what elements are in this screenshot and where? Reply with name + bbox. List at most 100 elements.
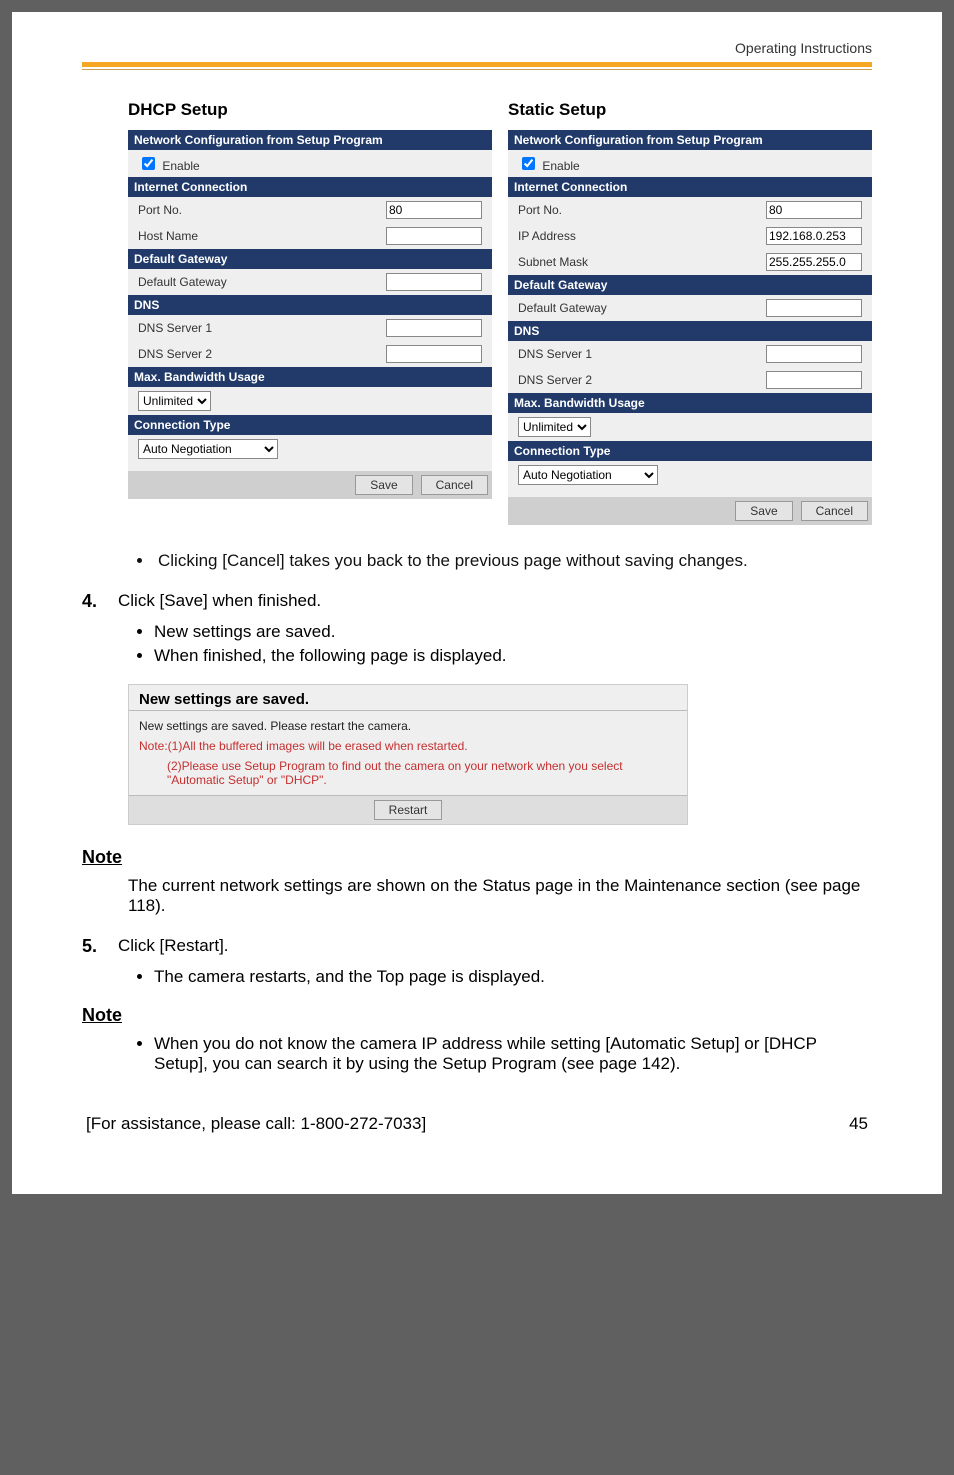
static-panel: Static Setup Network Configuration from … — [508, 100, 872, 525]
dhcp-gateway-row: Default Gateway — [128, 269, 492, 295]
dhcp-portno-input[interactable] — [386, 201, 482, 219]
footer-page: 45 — [849, 1114, 868, 1134]
dhcp-bw-row: Unlimited — [128, 387, 492, 415]
static-enable-row: Enable — [508, 150, 872, 177]
dhcp-bar-conn: Connection Type — [128, 415, 492, 435]
saved-title: New settings are saved. — [129, 685, 687, 711]
dhcp-save-button[interactable]: Save — [355, 475, 412, 495]
footer: [For assistance, please call: 1-800-272-… — [82, 1114, 872, 1134]
dhcp-gateway-input[interactable] — [386, 273, 482, 291]
static-ip-row: IP Address — [508, 223, 872, 249]
dhcp-enable-label: Enable — [162, 159, 199, 173]
step-5-number: 5. — [82, 936, 118, 957]
dhcp-dns1-label: DNS Server 1 — [138, 321, 303, 335]
static-bar-gateway: Default Gateway — [508, 275, 872, 295]
dhcp-buttons: Save Cancel — [128, 471, 492, 499]
dhcp-portno-label: Port No. — [138, 203, 303, 217]
static-buttons: Save Cancel — [508, 497, 872, 525]
dhcp-bar-netcfg: Network Configuration from Setup Program — [128, 130, 492, 150]
header-rule-thin — [82, 69, 872, 70]
static-conn-row: Auto Negotiation — [508, 461, 872, 489]
dhcp-bar-bw: Max. Bandwidth Usage — [128, 367, 492, 387]
dhcp-hostname-input[interactable] — [386, 227, 482, 245]
dhcp-bar-internet: Internet Connection — [128, 177, 492, 197]
step-4-text: Click [Save] when finished. — [118, 591, 321, 612]
page: Operating Instructions DHCP Setup Networ… — [12, 12, 942, 1194]
static-subnet-label: Subnet Mask — [518, 255, 683, 269]
static-portno-label: Port No. — [518, 203, 683, 217]
static-dns2-input[interactable] — [766, 371, 862, 389]
static-dns2-row: DNS Server 2 — [508, 367, 872, 393]
static-dns1-input[interactable] — [766, 345, 862, 363]
static-title: Static Setup — [508, 100, 872, 120]
static-gateway-row: Default Gateway — [508, 295, 872, 321]
note-2-bullets: When you do not know the camera IP addre… — [154, 1034, 872, 1074]
dhcp-bar-gateway: Default Gateway — [128, 249, 492, 269]
saved-body: New settings are saved. Please restart t… — [129, 711, 687, 795]
dhcp-cancel-button[interactable]: Cancel — [421, 475, 488, 495]
step-5-b1: The camera restarts, and the Top page is… — [154, 967, 872, 987]
header-rule — [82, 62, 872, 67]
saved-box: New settings are saved. New settings are… — [128, 684, 688, 825]
dhcp-hostname-row: Host Name — [128, 223, 492, 249]
saved-button-row: Restart — [129, 795, 687, 824]
static-ip-label: IP Address — [518, 229, 683, 243]
static-subnet-input[interactable] — [766, 253, 862, 271]
saved-note2: (2)Please use Setup Program to find out … — [139, 759, 677, 787]
static-gateway-input[interactable] — [766, 299, 862, 317]
footer-assist: [For assistance, please call: 1-800-272-… — [86, 1114, 426, 1134]
static-bw-row: Unlimited — [508, 413, 872, 441]
dhcp-conn-select[interactable]: Auto Negotiation — [138, 439, 278, 459]
note-body-1: The current network settings are shown o… — [128, 876, 872, 916]
cancel-bullet-list: Clicking [Cancel] takes you back to the … — [154, 551, 872, 571]
dhcp-title: DHCP Setup — [128, 100, 492, 120]
static-dns2-label: DNS Server 2 — [518, 373, 683, 387]
static-bar-bw: Max. Bandwidth Usage — [508, 393, 872, 413]
static-dns1-row: DNS Server 1 — [508, 341, 872, 367]
static-enable-label: Enable — [542, 159, 579, 173]
dhcp-hostname-label: Host Name — [138, 229, 303, 243]
restart-button[interactable]: Restart — [374, 800, 443, 820]
dhcp-dns2-label: DNS Server 2 — [138, 347, 303, 361]
step-4-bullets: New settings are saved. When finished, t… — [154, 622, 872, 666]
dhcp-dns2-input[interactable] — [386, 345, 482, 363]
note-heading-2: Note — [82, 1005, 872, 1026]
static-gateway-label: Default Gateway — [518, 301, 683, 315]
static-bar-netcfg: Network Configuration from Setup Program — [508, 130, 872, 150]
dhcp-dns1-row: DNS Server 1 — [128, 315, 492, 341]
static-bar-dns: DNS — [508, 321, 872, 341]
static-subnet-row: Subnet Mask — [508, 249, 872, 275]
step-4: 4. Click [Save] when finished. — [82, 591, 872, 612]
dhcp-bar-dns: DNS — [128, 295, 492, 315]
step-4-b1: New settings are saved. — [154, 622, 872, 642]
dhcp-bw-select[interactable]: Unlimited — [138, 391, 211, 411]
step-5: 5. Click [Restart]. — [82, 936, 872, 957]
static-bw-select[interactable]: Unlimited — [518, 417, 591, 437]
dhcp-panel: DHCP Setup Network Configuration from Se… — [128, 100, 492, 525]
step-4-b2: When finished, the following page is dis… — [154, 646, 872, 666]
static-bar-conn: Connection Type — [508, 441, 872, 461]
note-heading-1: Note — [82, 847, 872, 868]
static-enable-checkbox[interactable] — [522, 157, 535, 170]
note-2-b1: When you do not know the camera IP addre… — [154, 1034, 872, 1074]
static-save-button[interactable]: Save — [735, 501, 792, 521]
static-conn-select[interactable]: Auto Negotiation — [518, 465, 658, 485]
dhcp-gateway-label: Default Gateway — [138, 275, 303, 289]
cancel-bullet: Clicking [Cancel] takes you back to the … — [154, 551, 872, 571]
static-ip-input[interactable] — [766, 227, 862, 245]
step-5-bullets: The camera restarts, and the Top page is… — [154, 967, 872, 987]
step-5-text: Click [Restart]. — [118, 936, 229, 957]
static-dns1-label: DNS Server 1 — [518, 347, 683, 361]
dhcp-dns1-input[interactable] — [386, 319, 482, 337]
dhcp-portno-row: Port No. — [128, 197, 492, 223]
dhcp-dns2-row: DNS Server 2 — [128, 341, 492, 367]
setup-panels: DHCP Setup Network Configuration from Se… — [128, 100, 872, 525]
dhcp-enable-row: Enable — [128, 150, 492, 177]
static-cancel-button[interactable]: Cancel — [801, 501, 868, 521]
static-portno-input[interactable] — [766, 201, 862, 219]
saved-line1: New settings are saved. Please restart t… — [139, 719, 677, 733]
static-bar-internet: Internet Connection — [508, 177, 872, 197]
dhcp-enable-checkbox[interactable] — [142, 157, 155, 170]
saved-note1: Note:(1)All the buffered images will be … — [139, 739, 677, 753]
step-4-number: 4. — [82, 591, 118, 612]
